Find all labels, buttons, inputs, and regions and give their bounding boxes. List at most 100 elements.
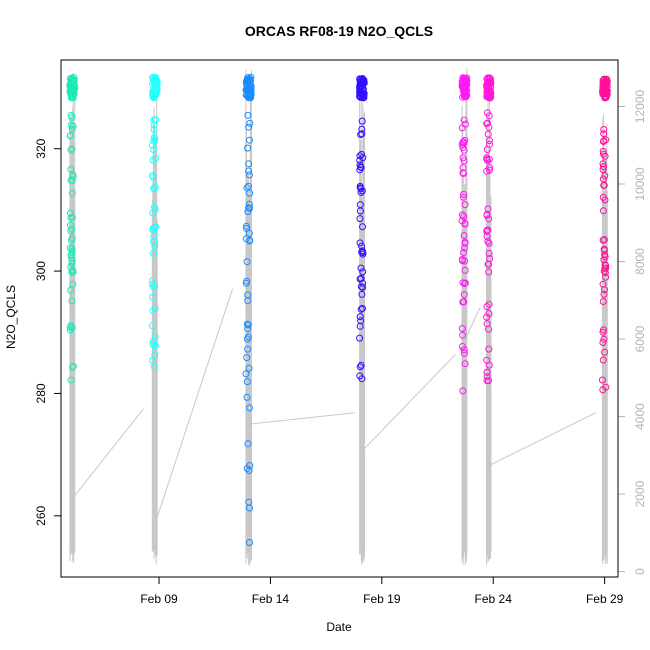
n2o-point [356, 184, 364, 192]
n2o-point [69, 77, 77, 85]
n2o-point [601, 172, 609, 180]
n2o-point [358, 125, 366, 133]
n2o-point [485, 239, 493, 247]
n2o-point [485, 89, 493, 97]
n2o-point [245, 200, 253, 208]
n2o-point [461, 120, 469, 128]
n2o-point [460, 249, 467, 256]
n2o-point [67, 236, 75, 244]
x-axis-label: Date [326, 620, 352, 634]
n2o-point [244, 144, 252, 152]
n2o-point [245, 182, 252, 190]
n2o-point [151, 341, 159, 349]
n2o-point [358, 150, 366, 158]
n2o-point [602, 264, 610, 272]
n2o-point [601, 269, 609, 277]
n2o-point [67, 146, 75, 154]
n2o-point [151, 206, 159, 213]
n2o-point [243, 320, 251, 328]
n2o-point [245, 85, 253, 93]
n2o-point [68, 259, 76, 267]
altitude-transit-line [486, 412, 596, 468]
n2o-point [246, 119, 254, 127]
n2o-point [483, 109, 491, 117]
n2o-point [600, 236, 608, 244]
n2o-point [599, 236, 607, 244]
n2o-point [242, 370, 250, 378]
n2o-point [356, 161, 364, 169]
n2o-point [149, 276, 157, 284]
n2o-point [242, 235, 250, 243]
n2o-point [244, 291, 252, 299]
axes-layer: Feb 09 Feb 14 Feb 19 Feb 24 Feb 29 260 280 300 3… [34, 89, 647, 606]
n2o-point [356, 239, 364, 247]
n2o-point [461, 257, 469, 265]
n2o-point [149, 293, 157, 301]
n2o-point [245, 364, 253, 372]
n2o-point [243, 378, 251, 386]
n2o-point [244, 440, 252, 448]
chart-title: ORCAS RF08-19 N2O_QCLS [245, 23, 433, 39]
n2o-point [243, 335, 251, 343]
n2o-point [69, 363, 77, 371]
n2o-point [600, 130, 608, 138]
n2o-point [459, 193, 467, 201]
n2o-point [67, 121, 75, 129]
n2o-point [152, 116, 159, 124]
n2o-point [244, 321, 252, 329]
n2o-point [66, 209, 74, 217]
n2o-point [68, 176, 76, 184]
n2o-point [243, 354, 251, 362]
n2o-point [487, 78, 495, 86]
n2o-point [69, 76, 77, 84]
n2o-point [483, 120, 491, 128]
n2o-point [150, 146, 158, 154]
n2o-point [484, 130, 492, 138]
y2-tick-label: 10000 [633, 167, 647, 201]
y-tick-label: 260 [34, 505, 48, 525]
n2o-point [69, 80, 77, 88]
n2o-point [69, 362, 77, 370]
n2o-point [458, 343, 466, 350]
n2o-point [243, 393, 251, 401]
n2o-point [601, 251, 609, 259]
n2o-point [69, 280, 77, 288]
n2o-point [68, 254, 75, 262]
n2o-point [461, 280, 469, 288]
x-tick-label: Feb 24 [475, 592, 513, 606]
y-tick-label: 280 [34, 383, 48, 403]
n2o-point [460, 346, 468, 354]
n2o-point [483, 368, 491, 376]
n2o-point [246, 136, 253, 144]
n2o-point [461, 90, 469, 98]
n2o-point [68, 189, 76, 197]
n2o-point [599, 356, 607, 364]
n2o-point [460, 291, 468, 299]
n2o-point [68, 213, 76, 221]
n2o-point [68, 268, 76, 276]
n2o-point [601, 261, 609, 269]
n2o-point [462, 81, 470, 89]
n2o-point [150, 185, 158, 193]
n2o-point [486, 255, 494, 262]
x-tick-label: Feb 09 [140, 592, 178, 606]
n2o-point [148, 141, 156, 149]
n2o-point [358, 375, 366, 383]
n2o-point [600, 163, 607, 171]
altitude-transit-line [69, 408, 144, 503]
n2o-point [245, 467, 253, 474]
n2o-point [461, 136, 469, 144]
n2o-point [600, 150, 607, 158]
n2o-point [483, 211, 491, 219]
n2o-point [149, 91, 157, 99]
x-tick-label: Feb 19 [363, 592, 401, 606]
n2o-point [151, 93, 158, 101]
n2o-point [356, 334, 364, 342]
n2o-point [484, 119, 491, 127]
n2o-point [601, 348, 609, 356]
n2o-point [356, 93, 364, 101]
n2o-point [462, 85, 470, 93]
n2o-point [485, 377, 492, 385]
n2o-point [459, 74, 467, 82]
n2o-point [244, 208, 252, 216]
